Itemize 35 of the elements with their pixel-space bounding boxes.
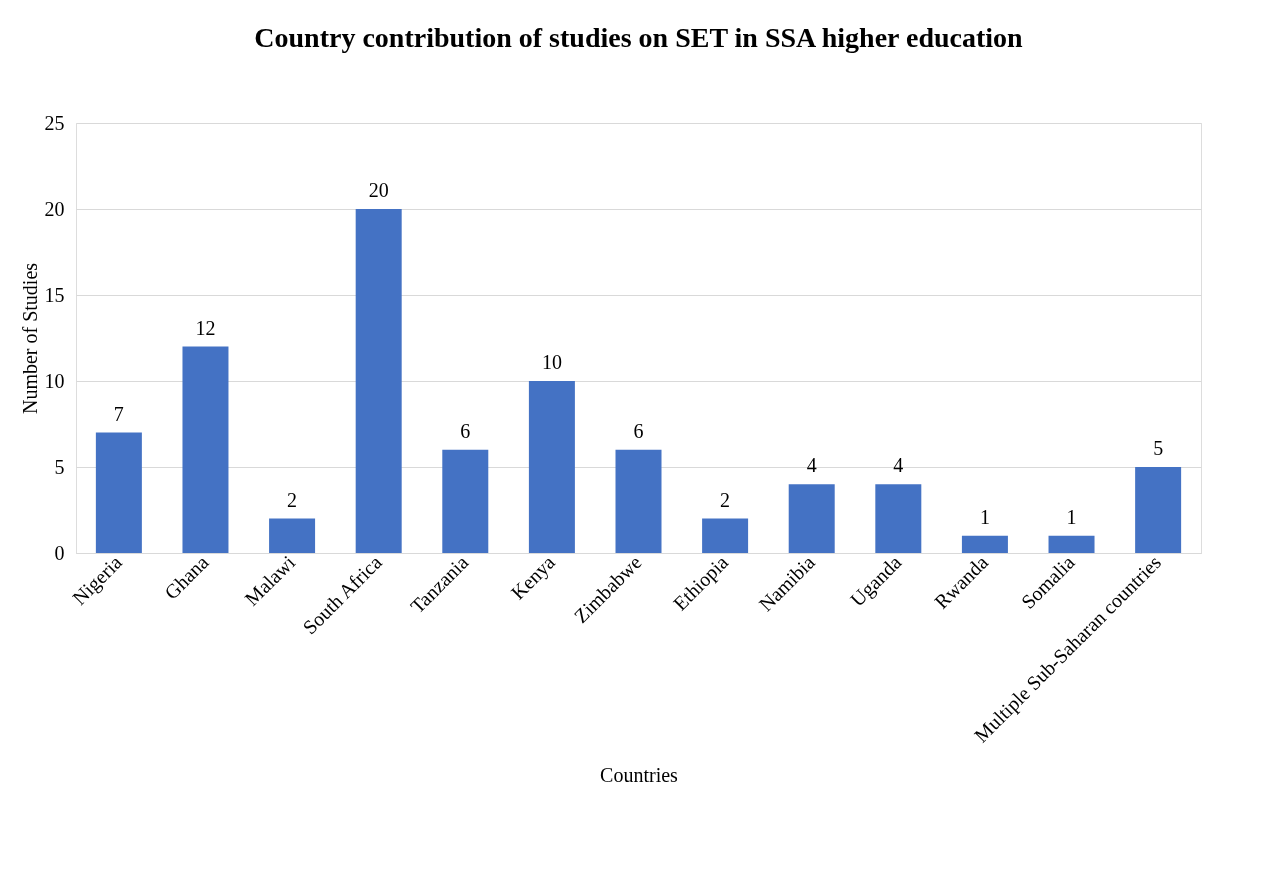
y-tick-label: 25 (44, 111, 65, 134)
bar (355, 209, 402, 553)
data-label: 2 (287, 488, 298, 511)
bar (875, 484, 922, 553)
y-tick-label: 20 (44, 197, 65, 220)
y-tick-label: 15 (44, 283, 65, 306)
data-label: 2 (720, 488, 731, 511)
y-tick-label: 0 (54, 541, 65, 564)
y-tick-label: 5 (54, 455, 65, 478)
data-label: 6 (460, 419, 471, 442)
bar (528, 381, 575, 553)
bar (182, 346, 229, 553)
data-label: 4 (893, 454, 904, 477)
bar (961, 535, 1008, 553)
bar (442, 449, 489, 553)
y-axis-title: Number of Studies (18, 262, 41, 415)
y-tick-label: 10 (44, 369, 65, 392)
x-axis-title: Countries (600, 764, 679, 787)
data-label: 10 (541, 351, 562, 373)
data-label: 20 (368, 179, 389, 201)
data-label: 1 (979, 505, 990, 528)
bar (788, 484, 835, 553)
data-label: 1 (1066, 505, 1077, 528)
bar (95, 432, 142, 553)
bar (269, 518, 316, 553)
chart-title: Country contribution of studies on SET in SSA higher education (254, 22, 1024, 53)
data-label: 4 (806, 454, 817, 477)
data-label: 7 (113, 402, 124, 425)
bar (1048, 535, 1095, 553)
bar (615, 449, 662, 553)
data-label: 6 (633, 419, 644, 442)
data-label: 5 (1153, 437, 1164, 459)
bar (702, 518, 749, 553)
data-label: 12 (195, 316, 216, 339)
bar (1135, 467, 1182, 553)
